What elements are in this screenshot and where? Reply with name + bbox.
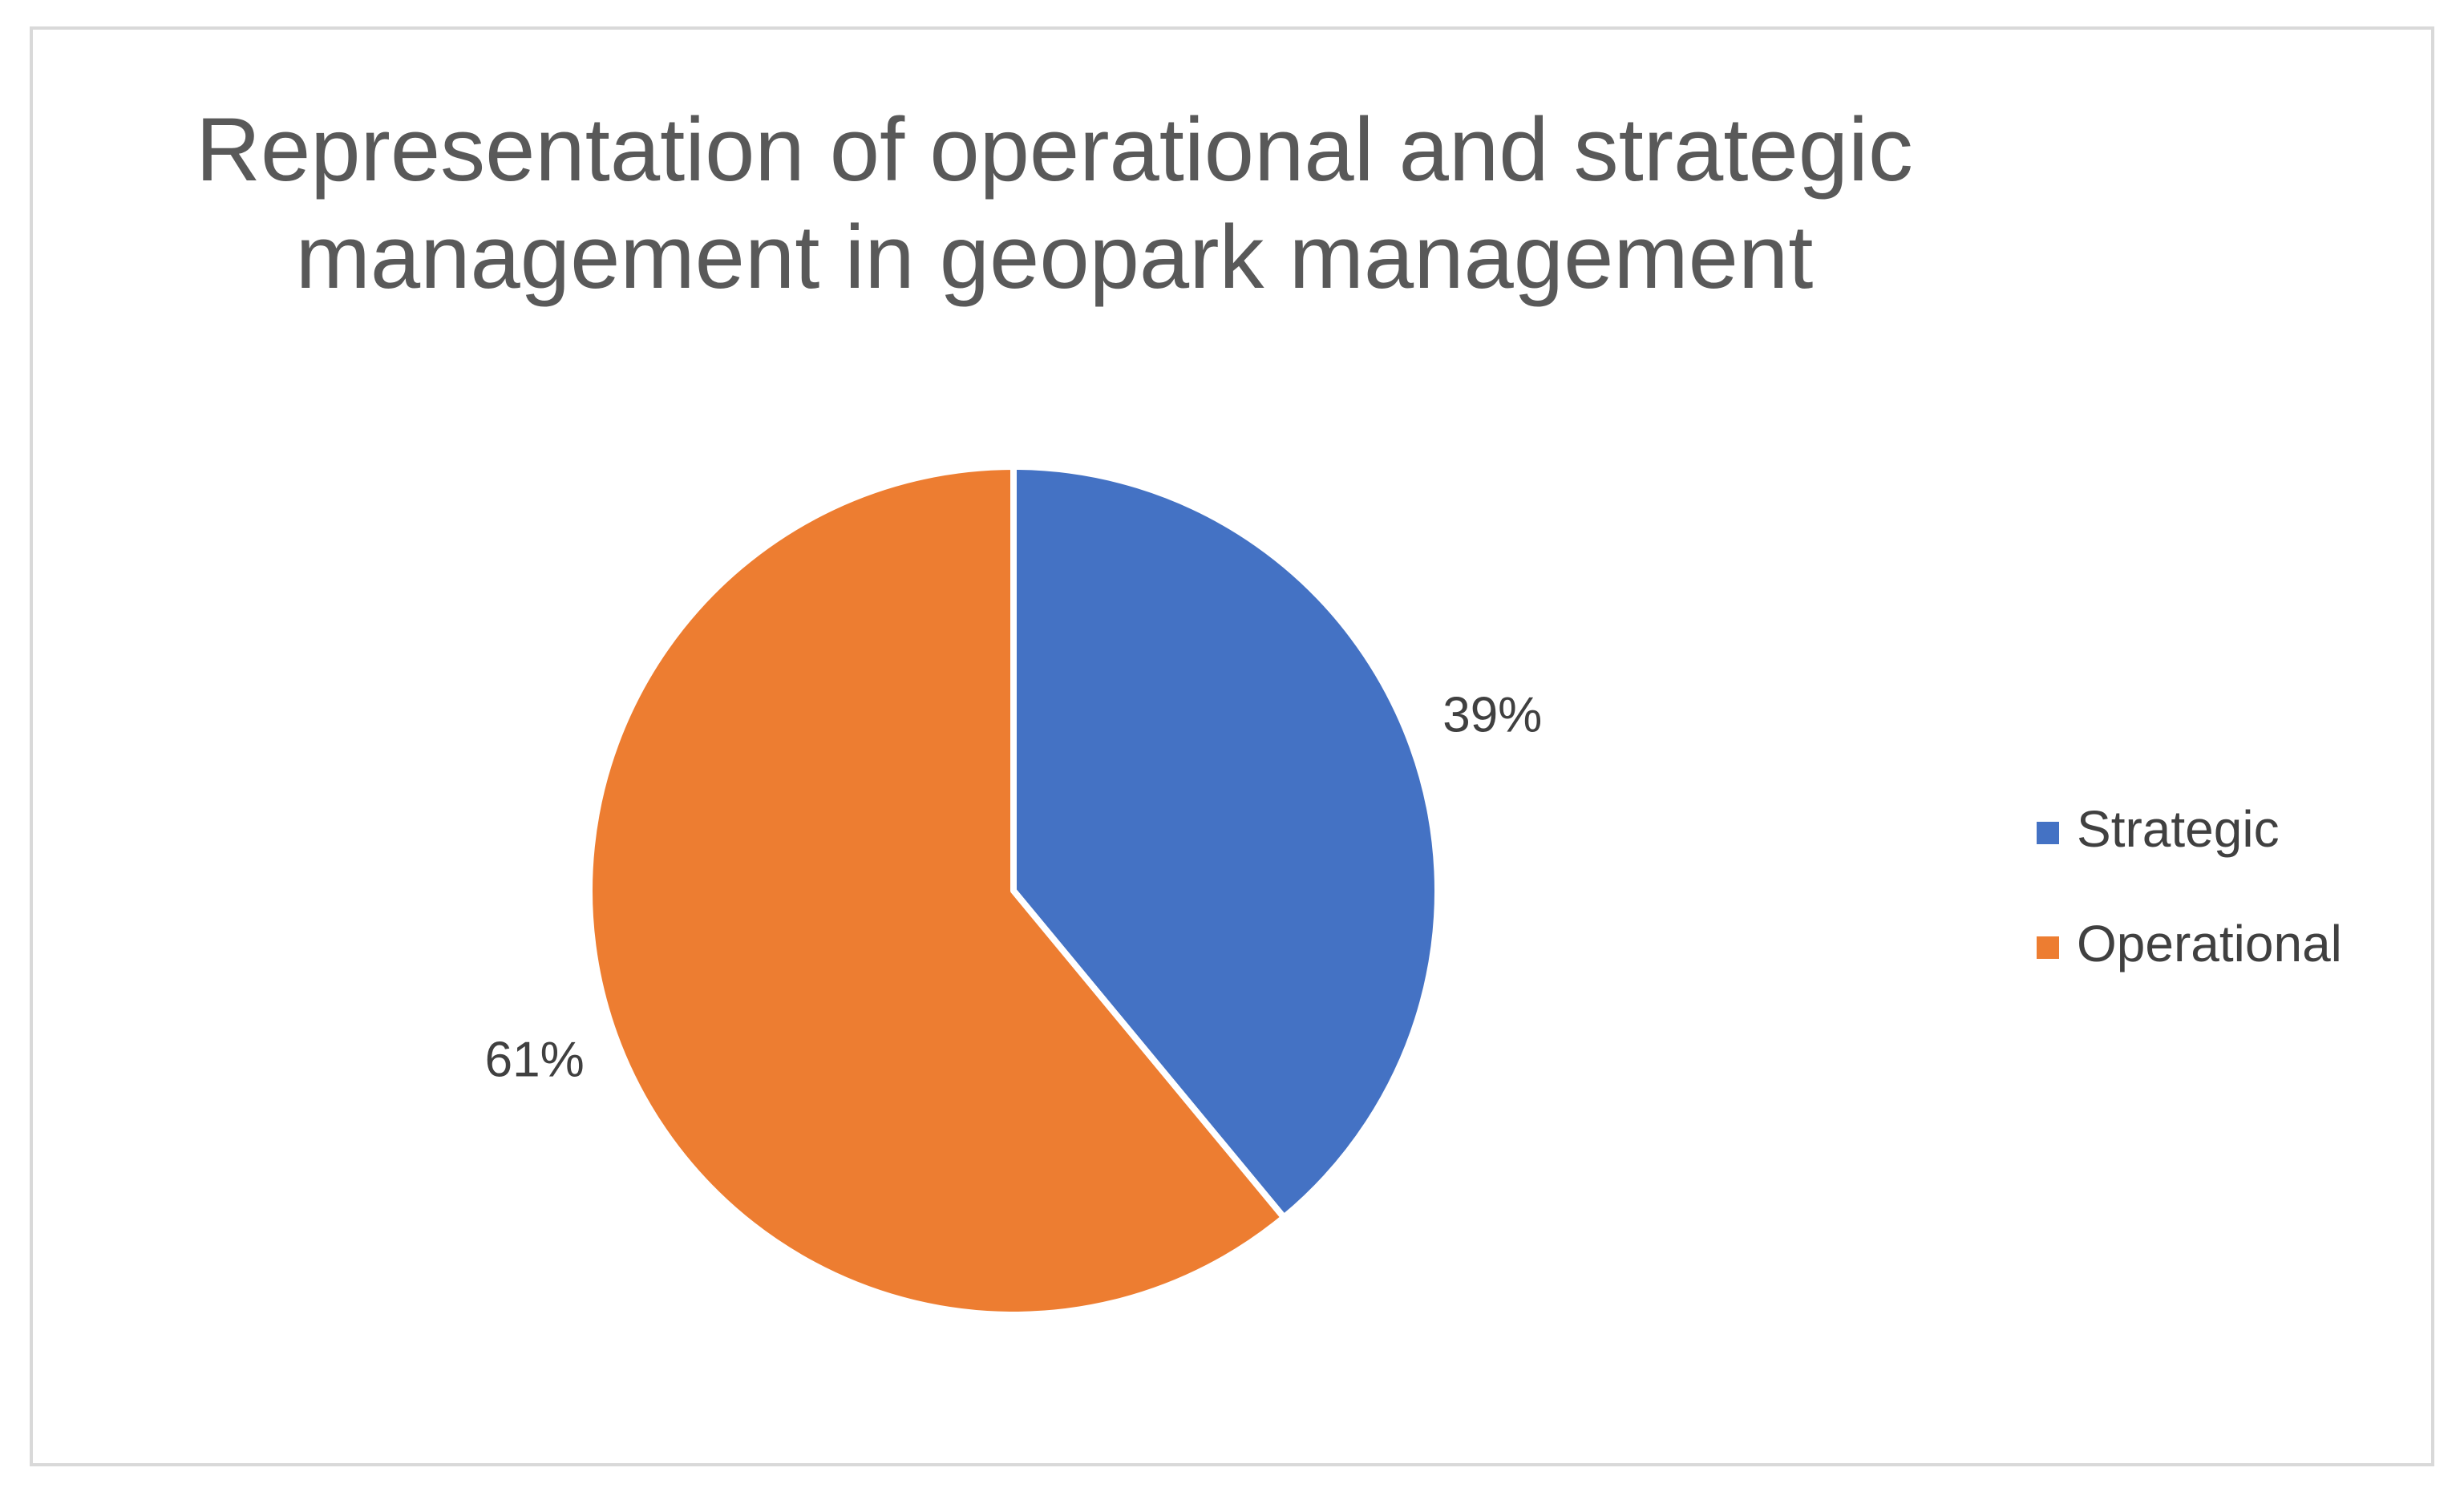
data-label: 61% bbox=[485, 1032, 585, 1087]
legend-swatch bbox=[2037, 822, 2059, 844]
chart-title: Representation of operational and strate… bbox=[196, 99, 1913, 307]
legend-swatch bbox=[2037, 936, 2059, 959]
legend-label: Strategic bbox=[2077, 800, 2280, 858]
pie-slice bbox=[586, 463, 1288, 1318]
data-label: 39% bbox=[1442, 687, 1542, 742]
legend-label: Operational bbox=[2077, 915, 2342, 972]
pie-slice bbox=[1010, 463, 1441, 1221]
